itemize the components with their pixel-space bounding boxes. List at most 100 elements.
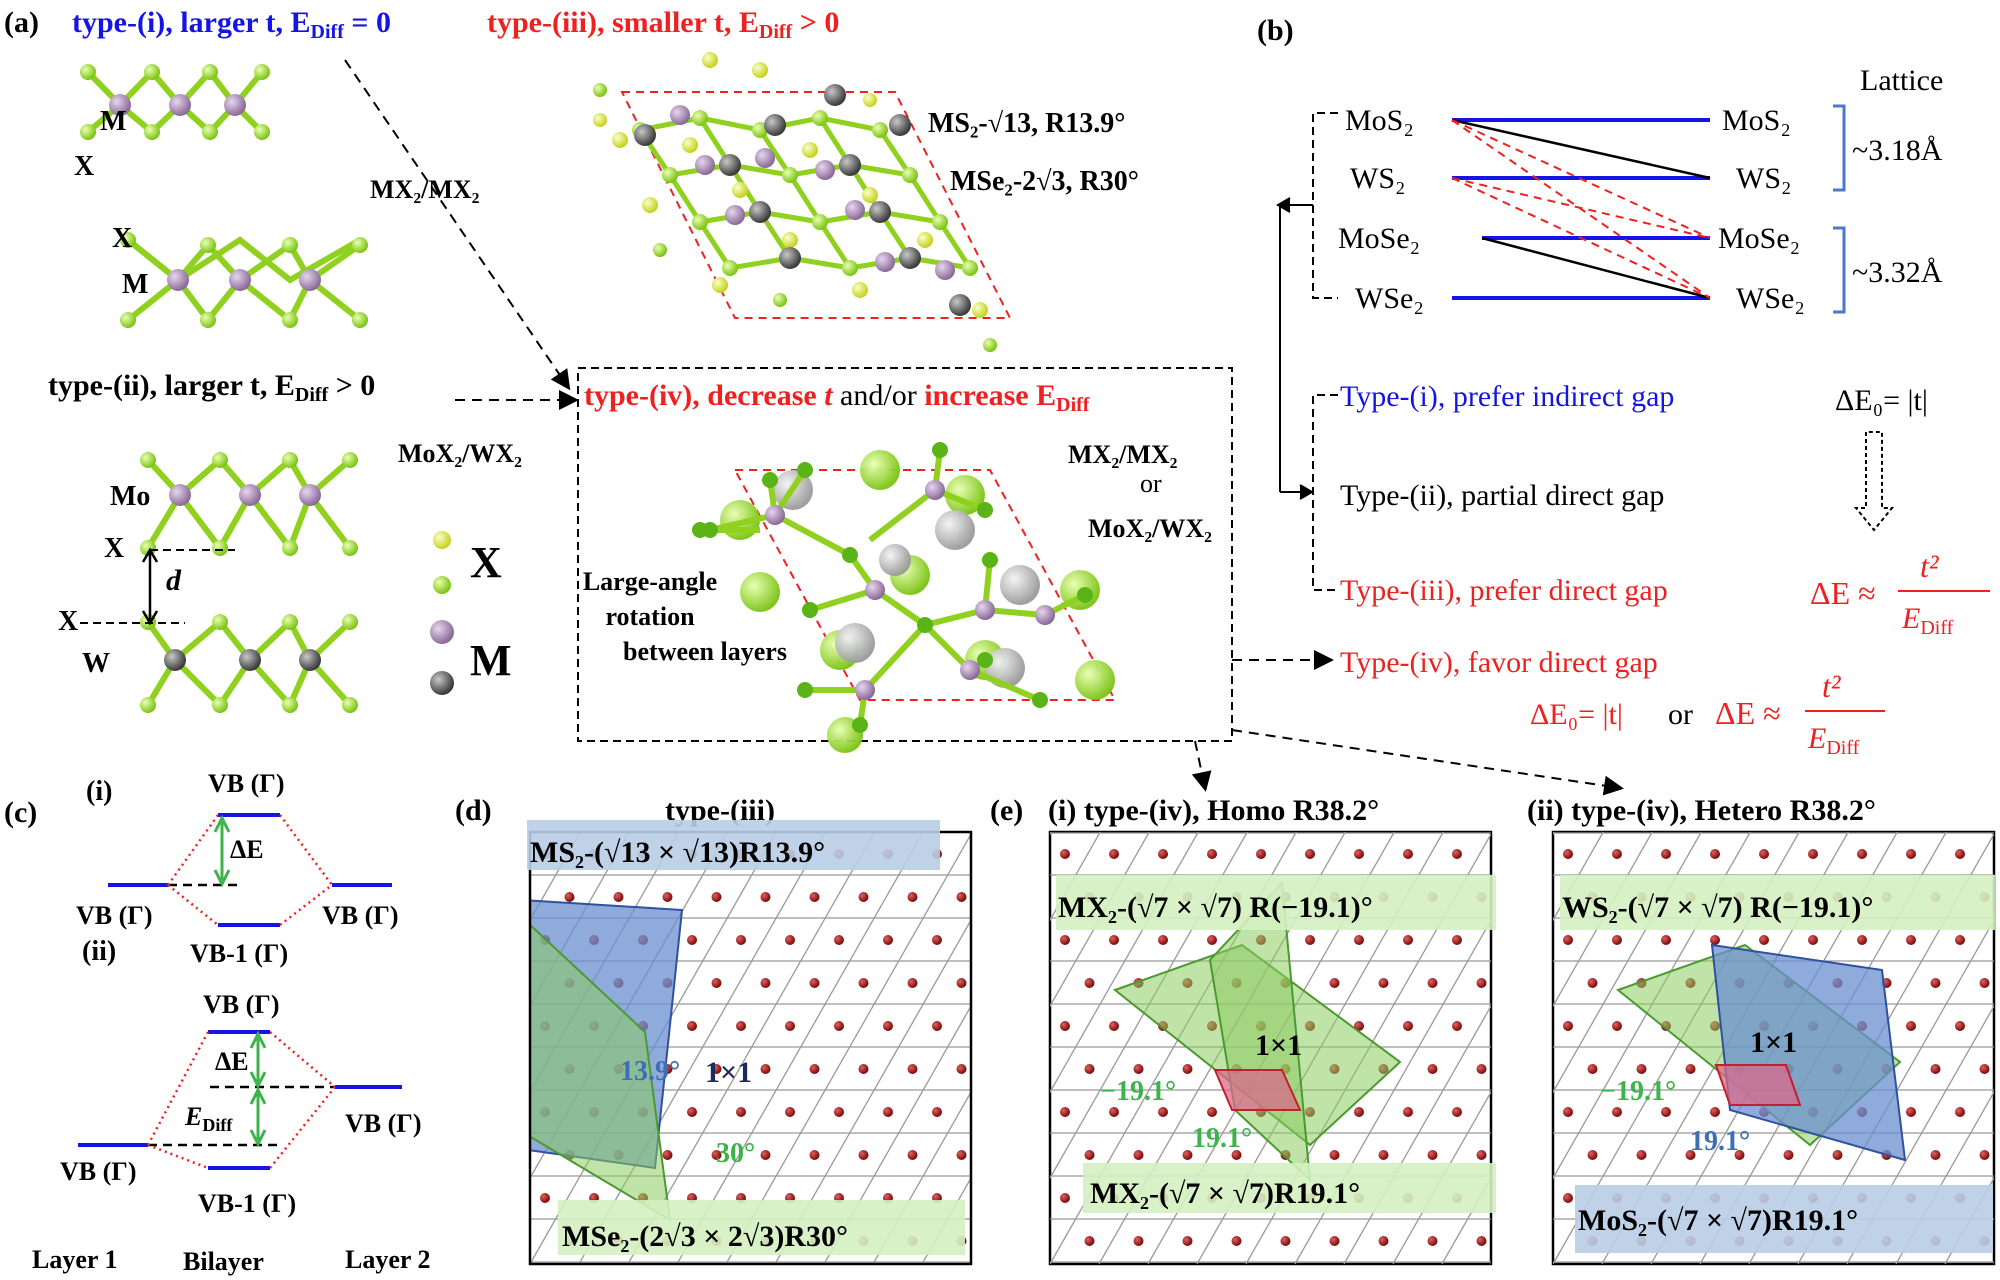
lattice-atom: [987, 1064, 997, 1074]
lattice-atom: [1158, 849, 1168, 859]
lattice-atom: [809, 1150, 820, 1160]
svg-text:t²: t²: [1822, 668, 1842, 704]
panel-e-i-unit: 1×1: [1255, 1029, 1302, 1062]
panel-e-i-bottom: MX₂-(√7 × √7)R19.1°: [1090, 1177, 1360, 1210]
lattice-atom: [491, 849, 501, 859]
lattice-atom: [760, 1150, 771, 1160]
lattice-atom: [1084, 1150, 1095, 1160]
lattice-atom: [1931, 806, 1941, 816]
lattice-atom: [1109, 1021, 1119, 1031]
lattice-atom: [711, 1064, 722, 1074]
lattice-atom: [1011, 1021, 1021, 1031]
type-i-title: type-(i), larger t, EDiff = 0: [72, 6, 391, 43]
lattice-panel-e-i: [987, 806, 1536, 1266]
lattice-atom: [1305, 935, 1315, 945]
lattice-atom: [809, 892, 820, 902]
atom-label-W: W: [82, 648, 110, 679]
lattice-atom: [1808, 935, 1818, 945]
lattice-line: [676, 832, 924, 1264]
panel-e-label: (e): [990, 794, 1023, 827]
lattice-atom: [810, 806, 820, 816]
arrow-type-i-to-iv: [344, 59, 571, 391]
lattice-atom: [1636, 1064, 1647, 1074]
type-ii-title: type-(ii), larger t, EDiff > 0: [48, 369, 375, 406]
lattice-atom: [1563, 1107, 1573, 1117]
lattice-atom: [858, 1150, 869, 1160]
lattice-atom: [907, 1150, 918, 1160]
lattice-atom: [1452, 1021, 1462, 1031]
lattice-atom: [1231, 1236, 1242, 1246]
lattice-atom: [1979, 1064, 1990, 1074]
lattice-atom: [981, 1107, 991, 1117]
lattice-atom: [467, 1236, 477, 1246]
c-ii-vb1: VB-1 (Γ): [198, 1189, 296, 1218]
lattice-atom: [957, 806, 967, 816]
lattice-atom: [1036, 1064, 1046, 1074]
lattice-atom: [1710, 1107, 1720, 1117]
lattice-line: [627, 832, 875, 1264]
lattice-atom: [1930, 1150, 1941, 1160]
lattice-atom: [516, 1064, 526, 1074]
lattice-atom: [1539, 1150, 1549, 1160]
lattice-atom: [467, 1150, 477, 1160]
lattice-atom: [1501, 1107, 1511, 1117]
type-iv-text: Type-(iv), favor direct gap: [1340, 646, 1658, 679]
lattice-atom: [565, 806, 575, 816]
panel-d-unit: 1×1: [705, 1056, 752, 1089]
lattice-atom: [1476, 978, 1487, 988]
lattice-atom: [1539, 1236, 1549, 1246]
svg-text:EDiff: EDiff: [1901, 602, 1954, 639]
lattice-atom: [1207, 935, 1217, 945]
lattice-atom: [1955, 1107, 1965, 1117]
rotation-label-3: between layers: [623, 637, 787, 666]
lattice-atom: [1329, 1236, 1340, 1246]
lattice-atom: [1011, 935, 1021, 945]
lattice-atom: [1539, 892, 1549, 902]
lattice-atom: [1734, 1150, 1745, 1160]
distance-d: d: [166, 564, 182, 597]
lattice-atom: [1036, 1236, 1046, 1246]
bilayer-label: Bilayer: [183, 1247, 264, 1276]
lattice-atom: [1036, 806, 1046, 816]
type-iii-text: Type-(iii), prefer direct gap: [1340, 574, 1668, 607]
lattice-atom: [1427, 1064, 1438, 1074]
lattice-atom: [1006, 1236, 1016, 1246]
lattice-atom: [1514, 1107, 1524, 1117]
lattice-line: [921, 1176, 971, 1264]
lattice-atom: [1526, 1150, 1536, 1160]
lattice-atom: [662, 892, 673, 902]
lattice-atom: [1060, 935, 1070, 945]
panel-d-angle-2: 30°: [716, 1138, 755, 1169]
panel-c-label: (c): [4, 796, 37, 829]
lattice-atom: [907, 1064, 918, 1074]
hollow-down-arrow: [1853, 431, 1895, 532]
lattice-atom: [1428, 806, 1438, 816]
c-i-vb-top: VB (Γ): [208, 769, 284, 798]
type-i-text: Type-(i), prefer indirect gap: [1340, 380, 1674, 413]
c-ii-delta-e: ΔE: [215, 1047, 249, 1076]
lattice-atom: [1329, 1150, 1340, 1160]
lattice-atom: [1563, 1021, 1573, 1031]
lattice-atom: [1612, 1021, 1622, 1031]
lattice-atom: [516, 1236, 526, 1246]
panel-e-i-title: (i) type-(iv), Homo R38.2°: [1048, 794, 1379, 827]
lattice-atom: [1030, 849, 1040, 859]
lattice-atom: [516, 978, 526, 988]
lattice-atom: [1906, 1021, 1916, 1031]
panel-e-ii-title: (ii) type-(iv), Hetero R38.2°: [1527, 794, 1876, 827]
panel-a-label: (a): [4, 6, 39, 39]
atom-label-X-1: X: [74, 151, 94, 182]
lattice-atom: [981, 935, 991, 945]
lattice-atom: [834, 1107, 844, 1117]
type-iv-right-1: MX₂/MX₂: [1068, 440, 1178, 469]
svg-text:ΔE ≈: ΔE ≈: [1810, 575, 1876, 611]
lattice-atom: [467, 1064, 477, 1074]
lattice-atom: [736, 1107, 746, 1117]
c-ii-vb-top: VB (Γ): [203, 990, 279, 1019]
lattice-atom: [858, 978, 869, 988]
lattice-atom: [1182, 1150, 1193, 1160]
lattice-atom: [1587, 978, 1598, 988]
lattice-atom: [491, 1107, 501, 1117]
lattice-atom: [1109, 935, 1119, 945]
lattice-atom: [1207, 849, 1217, 859]
